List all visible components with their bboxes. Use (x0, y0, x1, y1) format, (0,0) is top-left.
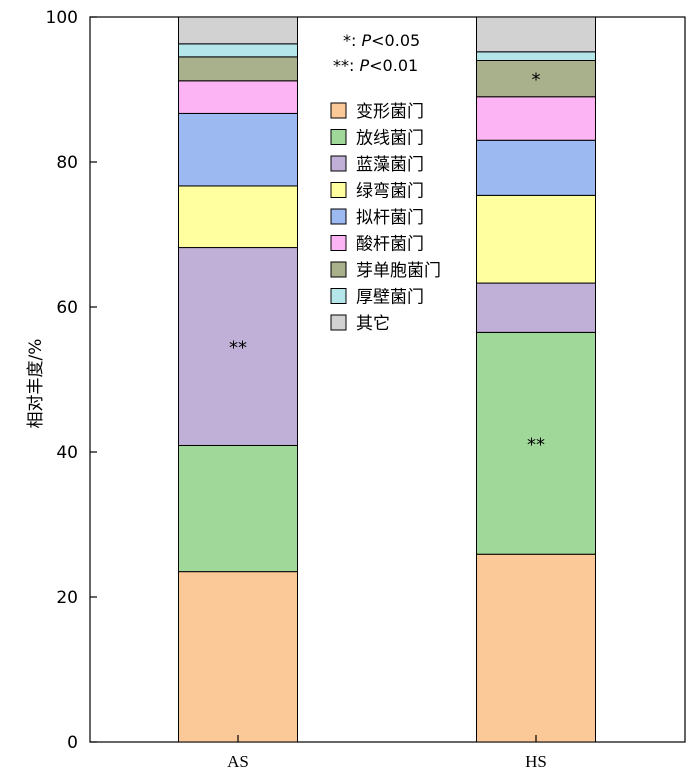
bar-segment-as-s8 (178, 16, 298, 45)
bar-segment-hs-s1 (476, 331, 596, 555)
legend-label-3: 绿弯菌门 (356, 182, 424, 202)
legend-swatch-6 (330, 261, 347, 278)
y-axis-title: 相对丰度/% (26, 339, 46, 429)
significance-note-2: **: P<0.01 (333, 56, 418, 75)
significance-marker-hs: * (532, 70, 541, 91)
bars: **AS***HS (178, 16, 596, 771)
bar-segment-as-s1 (178, 444, 298, 573)
bar-segment-hs-s6 (476, 60, 596, 98)
legend-swatch-2 (330, 155, 347, 172)
legend-swatch-5 (330, 235, 347, 251)
legend-swatch-0 (330, 102, 347, 119)
legend-swatch-8 (330, 314, 347, 331)
y-tick-label-100: 100 (46, 8, 78, 28)
legend-label-6: 芽单胞菌门 (356, 261, 441, 281)
y-tick-label-80: 80 (56, 153, 78, 173)
legend-label-2: 蓝藻菌门 (356, 155, 424, 175)
legend-swatch-4 (330, 208, 347, 225)
bar-segment-as-s4 (178, 112, 298, 187)
bar-segment-hs-s0 (476, 553, 596, 743)
bar-segment-hs-s8 (476, 16, 596, 53)
y-tick-label-60: 60 (56, 298, 78, 318)
y-axis: 0 20 40 60 80 100 (46, 8, 97, 753)
x-tick-label-hs: HS (525, 752, 547, 771)
bar-segment-as-s5 (178, 80, 298, 114)
legend-label-8: 其它 (356, 314, 390, 334)
bar-segment-hs-s7 (476, 51, 596, 61)
bar-segment-as-s2 (178, 247, 298, 446)
legend-swatch-7 (330, 288, 347, 304)
bar-segment-as-s7 (178, 43, 298, 58)
y-tick-label-0: 0 (67, 733, 78, 753)
bar-segment-as-s0 (178, 571, 298, 743)
bar-segment-hs-s4 (476, 139, 596, 196)
legend-label-4: 拟杆菌门 (356, 208, 424, 228)
bar-segment-hs-s5 (476, 96, 596, 141)
y-tick-label-40: 40 (56, 443, 78, 463)
legend-label-0: 变形菌门 (356, 102, 424, 122)
bar-segment-hs-s2 (476, 282, 596, 333)
bar-segment-hs-s3 (476, 194, 596, 284)
significance-notes: *: P<0.05 **: P<0.01 (333, 31, 420, 75)
legend-label-7: 厚壁菌门 (356, 288, 424, 308)
legend-swatch-1 (330, 129, 347, 145)
significance-marker-as: ** (229, 338, 247, 359)
plot-frame (89, 16, 686, 743)
significance-note-1: *: P<0.05 (343, 31, 420, 50)
legend-label-1: 放线菌门 (356, 129, 424, 149)
y-tick-label-20: 20 (56, 588, 78, 608)
significance-marker-hs: ** (527, 434, 545, 455)
x-tick-label-as: AS (227, 752, 249, 771)
legend-swatch-3 (330, 182, 347, 198)
legend-label-5: 酸杆菌门 (356, 235, 424, 255)
bar-segment-as-s3 (178, 185, 298, 249)
bar-segment-as-s6 (178, 56, 298, 82)
